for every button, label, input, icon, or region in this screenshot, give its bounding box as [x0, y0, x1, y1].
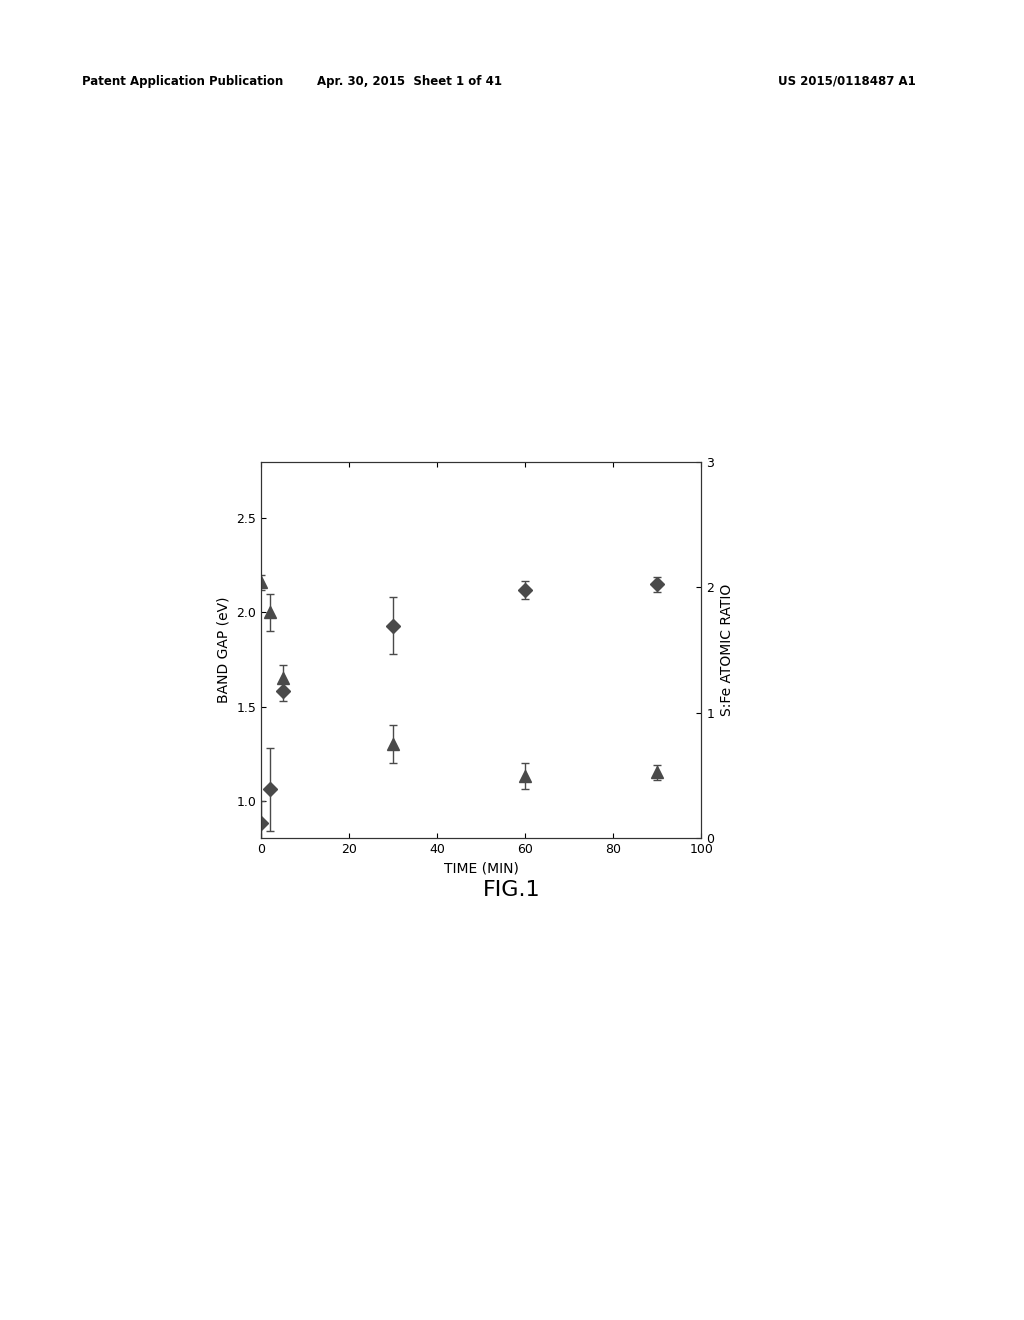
- Text: Patent Application Publication: Patent Application Publication: [82, 75, 284, 88]
- Y-axis label: S:Fe ATOMIC RATIO: S:Fe ATOMIC RATIO: [720, 583, 734, 717]
- Text: FIG.1: FIG.1: [483, 880, 541, 900]
- Y-axis label: BAND GAP (eV): BAND GAP (eV): [217, 597, 230, 704]
- X-axis label: TIME (MIN): TIME (MIN): [443, 862, 519, 875]
- Text: US 2015/0118487 A1: US 2015/0118487 A1: [778, 75, 916, 88]
- Text: Apr. 30, 2015  Sheet 1 of 41: Apr. 30, 2015 Sheet 1 of 41: [317, 75, 502, 88]
